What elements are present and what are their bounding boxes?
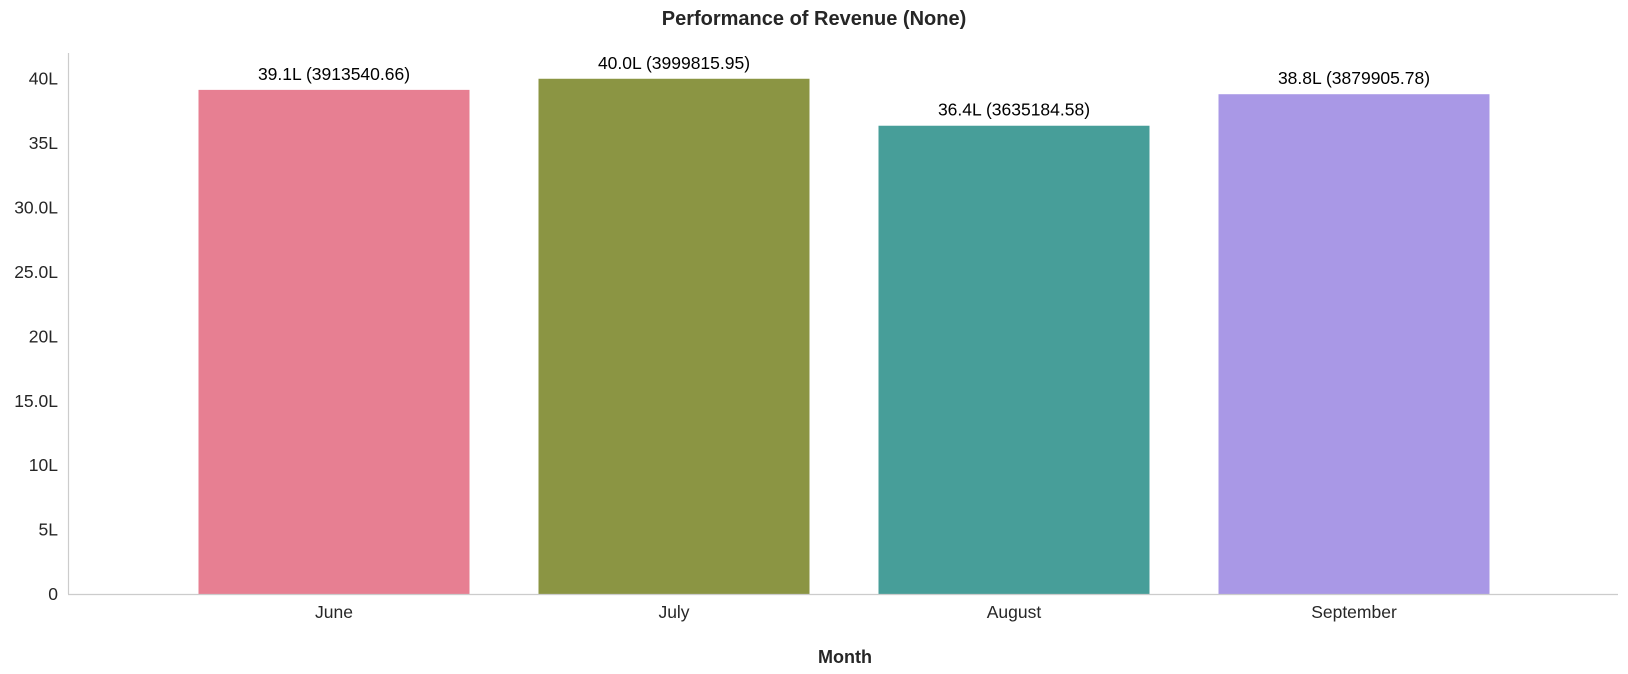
y-tick-label: 30.0L [14, 198, 58, 218]
x-axis-label: Month [818, 647, 872, 667]
bar-june [198, 89, 470, 595]
x-tick-label-september: September [1311, 602, 1397, 622]
bar-july [538, 78, 810, 594]
y-tick-label: 15.0L [14, 391, 58, 411]
x-tick-label-july: July [658, 602, 689, 622]
y-tick-label: 10L [29, 455, 58, 475]
y-tick-label: 5L [39, 520, 59, 540]
y-tick-label: 20L [29, 326, 58, 346]
data-labels-group: 39.1L (3913540.66) 40.0L (3999815.95) 36.4… [258, 53, 1430, 120]
bar-august [878, 125, 1150, 594]
bar-september [1218, 94, 1490, 594]
x-axis-ticks: June July August September [315, 602, 1397, 622]
y-axis-ticks: 0 5L 10L 15.0L 20L 25.0L 30.0L 35L 40L [14, 69, 58, 604]
y-tick-label: 0 [48, 584, 58, 604]
y-tick-label: 40L [29, 69, 58, 89]
data-label-august: 36.4L (3635184.58) [938, 100, 1090, 120]
bars-group [198, 78, 1490, 595]
x-tick-label-june: June [315, 602, 353, 622]
data-label-july: 40.0L (3999815.95) [598, 53, 750, 73]
y-tick-label: 35L [29, 133, 58, 153]
x-tick-label-august: August [987, 602, 1042, 622]
data-label-june: 39.1L (3913540.66) [258, 64, 410, 84]
data-label-september: 38.8L (3879905.78) [1278, 68, 1430, 88]
chart-title: Performance of Revenue (None) [662, 8, 967, 30]
y-tick-label: 25.0L [14, 262, 58, 282]
